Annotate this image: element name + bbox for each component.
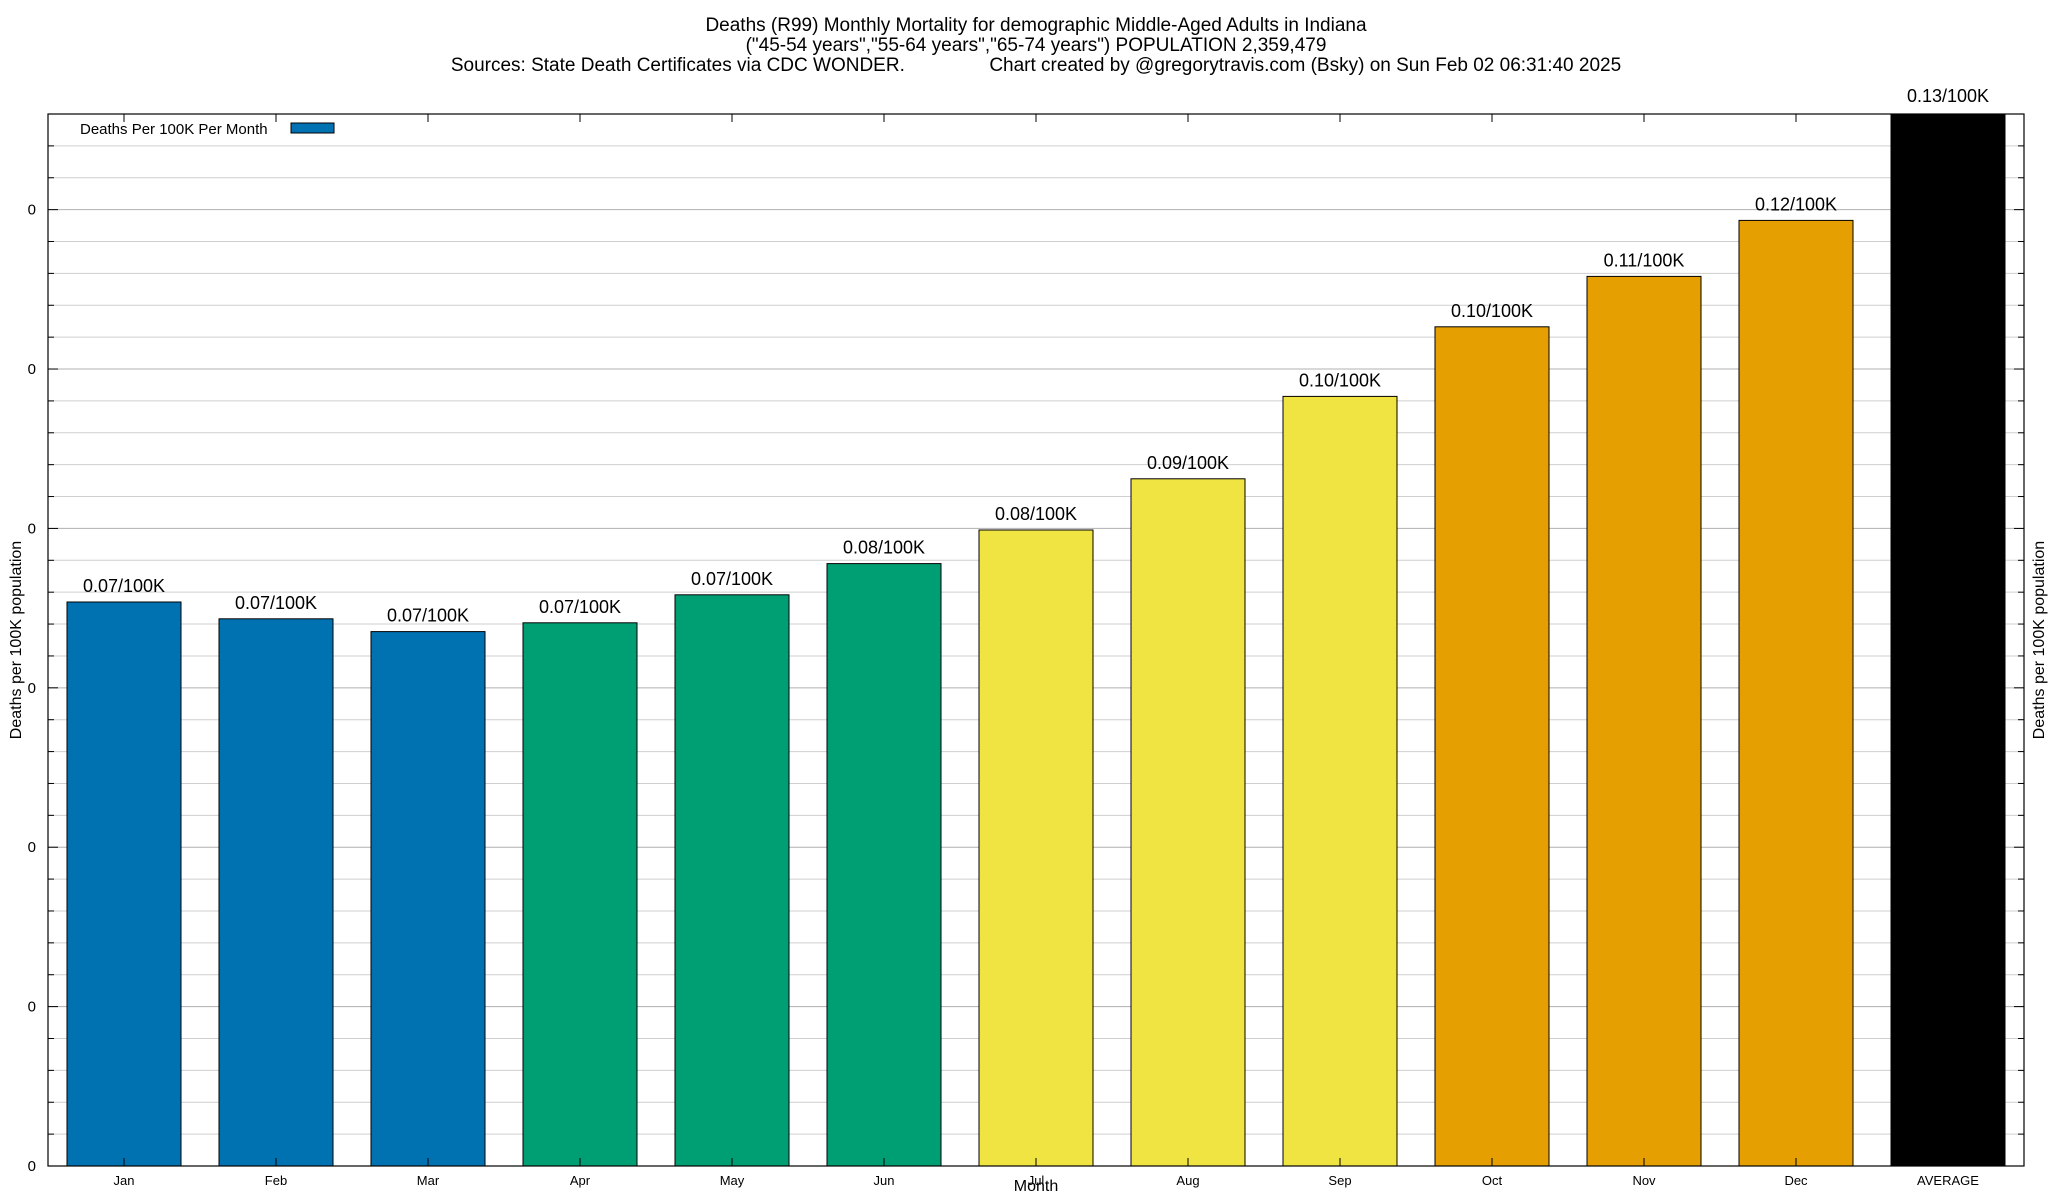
y-tick-label: 0 xyxy=(28,520,36,537)
x-tick-label: Sep xyxy=(1328,1173,1351,1188)
data-label-apr: 0.07/100K xyxy=(539,597,621,617)
bar-dec xyxy=(1738,219,1854,1167)
data-label-may: 0.07/100K xyxy=(691,569,773,589)
legend-label: Deaths Per 100K Per Month xyxy=(80,121,268,138)
bar-mar xyxy=(370,631,486,1167)
y2-axis-label: Deaths per 100K population xyxy=(2031,541,2048,739)
data-label-oct: 0.10/100K xyxy=(1451,301,1533,321)
x-tick-label: Feb xyxy=(265,1173,287,1188)
y-tick-label: 0 xyxy=(28,999,36,1016)
x-tick-label: May xyxy=(720,1173,745,1188)
data-labels: 0.07/100K 0.07/100K 0.07/100K 0.07/100K 0.07… xyxy=(83,86,1989,626)
x-tick-label: Mar xyxy=(417,1173,440,1188)
legend: Deaths Per 100K Per Month xyxy=(80,121,335,138)
data-label-feb: 0.07/100K xyxy=(235,593,317,613)
bar-oct xyxy=(1434,326,1550,1167)
x-tick-label: AVERAGE xyxy=(1917,1173,1979,1188)
x-tick-label: Nov xyxy=(1632,1173,1656,1188)
y-axis-label: Deaths per 100K population xyxy=(8,541,25,739)
data-label-sep: 0.10/100K xyxy=(1299,370,1381,390)
x-ticks: Jan Feb Mar Apr May Jun Jul Aug Sep Oct Nov Dec AVER… xyxy=(114,114,1979,1188)
bar-feb xyxy=(218,618,334,1167)
data-label-jul: 0.08/100K xyxy=(995,504,1077,524)
data-label-average: 0.13/100K xyxy=(1907,86,1989,106)
y-tick-label: 0 xyxy=(28,202,36,219)
x-tick-label: Oct xyxy=(1482,1173,1503,1188)
bars xyxy=(66,113,2006,1167)
x-tick-label: Dec xyxy=(1784,1173,1808,1188)
y-tick-label: 0 xyxy=(28,361,36,378)
chart-titles: Deaths (R99) Monthly Mortality for demog… xyxy=(451,15,1621,76)
bar-aug xyxy=(1130,478,1246,1167)
data-label-dec: 0.12/100K xyxy=(1755,194,1837,214)
bar-apr xyxy=(522,622,638,1167)
x-tick-label: Apr xyxy=(570,1173,591,1188)
x-axis-label: Month xyxy=(1014,1178,1058,1195)
chart-title-line-1: Deaths (R99) Monthly Mortality for demog… xyxy=(705,15,1367,36)
data-label-mar: 0.07/100K xyxy=(387,606,469,626)
legend-swatch xyxy=(290,122,335,134)
bar-jul xyxy=(978,529,1094,1167)
chart-title-line-3: Sources: State Death Certificates via CD… xyxy=(451,55,1621,76)
y-tick-label: 0 xyxy=(28,839,36,856)
bar-jan xyxy=(66,601,182,1167)
bar-sep xyxy=(1282,395,1398,1167)
x-tick-label: Jul xyxy=(1028,1173,1045,1188)
x-tick-label: Jun xyxy=(874,1173,895,1188)
y-ticks: 0 0 0 0 0 0 0 xyxy=(28,202,36,1175)
x-tick-label: Aug xyxy=(1176,1173,1199,1188)
data-label-jun: 0.08/100K xyxy=(843,538,925,558)
bar-nov xyxy=(1586,275,1702,1167)
data-label-aug: 0.09/100K xyxy=(1147,453,1229,473)
chart-title-line-2: ("45-54 years","55-64 years","65-74 year… xyxy=(746,35,1327,56)
plot-frame xyxy=(47,113,2025,1167)
x-tick-label: Jan xyxy=(114,1173,135,1188)
y-tick-label: 0 xyxy=(28,1158,36,1175)
bar-average xyxy=(1890,113,2006,1167)
data-label-jan: 0.07/100K xyxy=(83,576,165,596)
data-label-nov: 0.11/100K xyxy=(1604,250,1685,270)
bar-jun xyxy=(826,563,942,1167)
y-tick-label: 0 xyxy=(28,680,36,697)
bar-may xyxy=(674,594,790,1167)
